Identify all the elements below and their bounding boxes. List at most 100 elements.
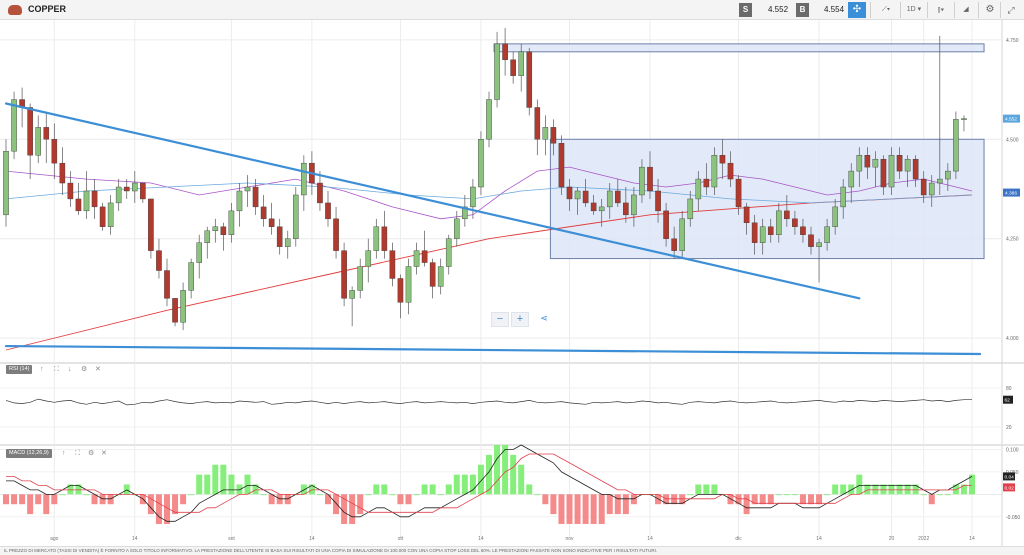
current-price-tag bbox=[1003, 114, 1020, 123]
macd-histogram-bar bbox=[43, 494, 50, 515]
chart-type-icon[interactable]: ⫾▾ bbox=[937, 5, 945, 14]
macd-histogram-bar bbox=[534, 494, 541, 496]
macd-histogram-bar bbox=[590, 494, 597, 524]
trendlines[interactable] bbox=[4, 102, 982, 356]
macd-histogram-bar bbox=[518, 464, 525, 495]
macd-expand-icon[interactable]: ⛶ bbox=[75, 450, 80, 457]
current-price-tag bbox=[1003, 188, 1020, 197]
macd-histogram-bar bbox=[791, 494, 798, 496]
settings-icon[interactable]: ⚙ bbox=[985, 4, 995, 15]
rsi-close-icon[interactable]: ✕ bbox=[95, 366, 101, 373]
ma-purple-line bbox=[5, 166, 973, 220]
candle-bear bbox=[784, 210, 790, 220]
candlesticks bbox=[3, 27, 967, 331]
macd-histogram-bar bbox=[228, 474, 235, 495]
candle-bear bbox=[727, 162, 734, 180]
zone-box bbox=[493, 43, 985, 53]
candle-bull bbox=[687, 198, 694, 220]
macd-histogram-bar bbox=[630, 494, 637, 505]
zoom-out-button[interactable]: − bbox=[491, 312, 509, 327]
zoom-in-button[interactable]: + bbox=[511, 312, 529, 327]
macd-histogram-bar bbox=[204, 474, 211, 495]
macd-current-tag bbox=[1003, 483, 1015, 492]
indicators-icon[interactable]: ◢ bbox=[963, 6, 969, 13]
footer-disclaimer: IL PREZZO DI MERCATO (TASSI DI VENDITA) … bbox=[0, 546, 1024, 555]
candle-bull bbox=[695, 178, 702, 200]
candle-bear bbox=[751, 222, 758, 243]
macd-histogram-bar bbox=[300, 484, 307, 495]
macd-histogram-bar bbox=[510, 454, 517, 495]
rsi-panel: 80 20 62 bbox=[0, 386, 1013, 431]
macd-histogram-bar bbox=[824, 494, 831, 496]
candle-bear bbox=[381, 226, 388, 251]
candle-bull bbox=[204, 230, 211, 243]
macd-current-tag bbox=[1003, 472, 1015, 481]
candle-bear bbox=[59, 162, 66, 184]
macd-histogram-bar bbox=[558, 494, 565, 524]
macd-move-up-icon[interactable]: ↑ bbox=[62, 450, 66, 457]
interval-select[interactable]: 1D ▾ bbox=[906, 6, 922, 13]
zone-boxes[interactable] bbox=[493, 43, 985, 260]
macd-histogram-bar bbox=[413, 494, 420, 496]
sell-button[interactable]: S bbox=[739, 3, 752, 17]
rsi-move-down-icon[interactable]: ↓ bbox=[68, 366, 72, 373]
price-chart[interactable]: 4.000 4.250 4.500 4.750 4.552 4.366 80 20 62 0.… bbox=[0, 20, 1024, 546]
macd-histogram-bar bbox=[35, 494, 42, 505]
macd-histogram-bar bbox=[679, 494, 686, 505]
share-icon[interactable]: ⋖ bbox=[540, 313, 548, 323]
fullscreen-icon[interactable]: ⤢ bbox=[1007, 5, 1015, 15]
candle-bear bbox=[276, 226, 283, 247]
crosshair-icon[interactable]: ✣ bbox=[848, 2, 866, 18]
macd-histogram-bar bbox=[445, 484, 452, 495]
candle-bull bbox=[945, 170, 951, 180]
candle-bull bbox=[131, 182, 138, 192]
candle-bull bbox=[244, 186, 251, 192]
candle-bull bbox=[445, 238, 452, 267]
candle-bear bbox=[623, 202, 629, 216]
rsi-expand-icon[interactable]: ⛶ bbox=[54, 366, 59, 373]
macd-histogram-bar bbox=[775, 494, 782, 496]
rsi-settings-icon[interactable]: ⚙ bbox=[81, 366, 88, 373]
moving-averages bbox=[5, 166, 973, 351]
candle-bull bbox=[196, 242, 203, 263]
candle-bear bbox=[123, 186, 130, 192]
candle-bull bbox=[848, 170, 855, 188]
candle-bear bbox=[800, 226, 806, 235]
candle-bear bbox=[252, 186, 259, 208]
macd-histogram-bar bbox=[365, 494, 372, 496]
candle-bull bbox=[284, 238, 291, 247]
candle-bear bbox=[880, 158, 887, 188]
macd-histogram-bar bbox=[767, 494, 774, 505]
candle-bear bbox=[566, 186, 573, 200]
macd-histogram-bar bbox=[550, 494, 557, 515]
candle-bull bbox=[606, 190, 613, 208]
macd-histogram-bar bbox=[381, 484, 388, 495]
macd-histogram-bar bbox=[808, 494, 814, 505]
candle-bear bbox=[864, 154, 871, 168]
macd-histogram-bar bbox=[107, 494, 114, 505]
macd-settings-icon[interactable]: ⚙ bbox=[88, 450, 95, 457]
candle-bear bbox=[735, 178, 742, 208]
candle-bear bbox=[260, 206, 267, 220]
ma-blue-line bbox=[5, 182, 973, 204]
x-tick-label: ago bbox=[50, 536, 59, 542]
x-tick-label: ott bbox=[398, 536, 404, 542]
rsi-move-up-icon[interactable]: ↑ bbox=[40, 366, 44, 373]
candle-bull bbox=[832, 206, 838, 227]
drawing-tools-icon[interactable]: ⟋▾ bbox=[881, 6, 891, 13]
macd-histogram-bar bbox=[373, 484, 380, 495]
y-tick-label: 4.000 bbox=[1006, 336, 1019, 342]
macd-histogram-bar bbox=[727, 494, 734, 505]
macd-histogram-bar bbox=[598, 494, 605, 524]
macd-signal-line bbox=[6, 453, 972, 513]
macd-histogram-bar bbox=[743, 494, 750, 515]
macd-histogram-bar bbox=[51, 494, 58, 505]
buy-button[interactable]: B bbox=[796, 3, 809, 17]
rsi-current-tag bbox=[1003, 395, 1013, 404]
candle-bull bbox=[405, 266, 412, 303]
macd-histogram-bar bbox=[389, 494, 396, 496]
macd-close-icon[interactable]: ✕ bbox=[101, 450, 107, 457]
macd-histogram-bar bbox=[952, 484, 959, 495]
macd-histogram-bar bbox=[687, 494, 694, 496]
